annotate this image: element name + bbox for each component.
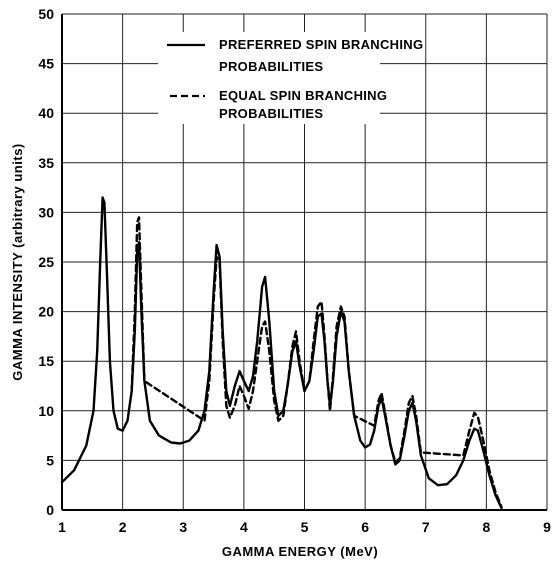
y-tick-label: 50	[38, 6, 54, 22]
series-layer	[60, 196, 503, 510]
x-tick-label: 1	[58, 519, 66, 535]
axes	[61, 14, 547, 511]
x-tick-label: 6	[361, 519, 369, 535]
y-tick-label: 40	[38, 105, 54, 121]
x-tick-label: 4	[240, 519, 248, 535]
y-tick-label: 45	[38, 56, 54, 72]
series-line-preferred-spin	[60, 196, 503, 510]
legend-label-preferred-cont: PROBABILITIES	[219, 59, 323, 74]
x-tick-label: 7	[422, 519, 430, 535]
y-axis-title: GAMMA INTENSITY (arbitrary units)	[10, 143, 25, 381]
y-tick-label: 35	[38, 155, 54, 171]
x-tick-label: 2	[119, 519, 127, 535]
y-tick-label: 25	[38, 254, 54, 270]
legend-label-equal: EQUAL SPIN BRANCHING	[219, 88, 387, 103]
x-tick-label: 3	[179, 519, 187, 535]
y-tick-label: 15	[38, 353, 54, 369]
y-tick-label: 0	[46, 502, 54, 518]
y-tick-label: 5	[46, 452, 54, 468]
x-tick-label: 9	[543, 519, 551, 535]
y-tick-label: 20	[38, 304, 54, 320]
y-tick-label: 10	[38, 403, 54, 419]
y-tick-label: 30	[38, 204, 54, 220]
x-tick-label: 5	[301, 519, 309, 535]
legend-label-equal-cont: PROBABILITIES	[219, 106, 323, 121]
x-axis-title: GAMMA ENERGY (MeV)	[222, 544, 378, 559]
legend-background	[158, 32, 380, 124]
series-line-equal-spin	[130, 216, 503, 509]
legend-label-preferred: PREFERRED SPIN BRANCHING	[219, 37, 423, 52]
legend: PREFERRED SPIN BRANCHING PROBABILITIES E…	[158, 32, 423, 124]
x-tick-label: 8	[482, 519, 490, 535]
